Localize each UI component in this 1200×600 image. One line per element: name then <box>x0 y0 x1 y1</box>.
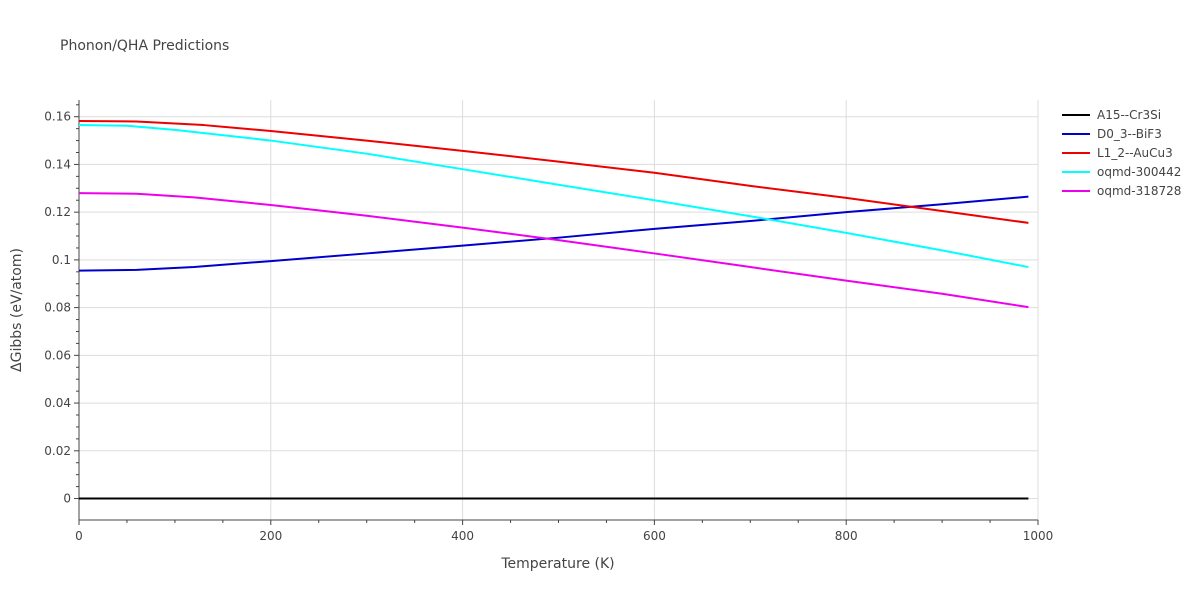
legend-item-oqmd-300442[interactable]: oqmd-300442 <box>1062 165 1181 179</box>
y-tick-label: 0.04 <box>44 396 71 410</box>
y-tick-label: 0.16 <box>44 110 71 124</box>
legend-item-oqmd-318728[interactable]: oqmd-318728 <box>1062 184 1181 198</box>
series-line-l1-2-aucu3 <box>78 120 1029 224</box>
legend-label: oqmd-300442 <box>1097 165 1181 179</box>
y-tick-label: 0.08 <box>44 301 71 315</box>
series-line-oqmd-318728 <box>78 192 1029 309</box>
legend-item-l1-2-aucu3[interactable]: L1_2--AuCu3 <box>1062 146 1173 160</box>
x-tick-label: 800 <box>835 529 858 543</box>
axes <box>74 100 1039 525</box>
y-tick-label: 0.14 <box>44 157 71 171</box>
x-axis-title: Temperature (K) <box>500 556 614 572</box>
y-tick-label: 0 <box>63 492 71 506</box>
x-tick-label: 400 <box>451 529 474 543</box>
y-tick-label: 0.06 <box>44 348 71 362</box>
tick-labels: 0 200 400 600 800 1000 0 0.02 0.04 0.06 0.08 0.1 0.1… <box>44 110 1053 543</box>
legend[interactable]: A15--Cr3Si D0_3--BiF3 L1_2--AuCu3 oqmd-3004… <box>1062 108 1181 198</box>
x-tick-label: 1000 <box>1023 529 1054 543</box>
y-tick-label: 0.02 <box>44 444 71 458</box>
legend-item-d0-3-bif3[interactable]: D0_3--BiF3 <box>1062 127 1162 141</box>
x-tick-label: 200 <box>259 529 282 543</box>
series-line-d0-3-bif3 <box>78 195 1029 272</box>
y-tick-label: 0.1 <box>52 253 71 267</box>
legend-item-a15-cr3si[interactable]: A15--Cr3Si <box>1062 108 1161 122</box>
x-tick-label: 600 <box>643 529 666 543</box>
legend-label: oqmd-318728 <box>1097 184 1181 198</box>
legend-label: D0_3--BiF3 <box>1097 127 1162 141</box>
chart-title: Phonon/QHA Predictions <box>60 38 229 54</box>
y-tick-label: 0.12 <box>44 205 71 219</box>
x-tick-label: 0 <box>75 529 83 543</box>
legend-label: L1_2--AuCu3 <box>1097 146 1173 160</box>
series-line-oqmd-300442 <box>78 124 1029 269</box>
series-lines <box>78 120 1029 500</box>
y-axis-title: ΔGibbs (eV/atom) <box>9 248 25 372</box>
legend-label: A15--Cr3Si <box>1097 108 1161 122</box>
